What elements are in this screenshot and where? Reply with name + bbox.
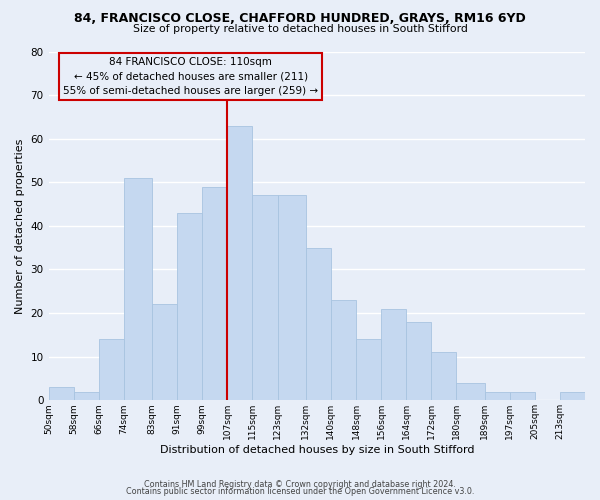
Bar [278,196,306,400]
Text: Contains HM Land Registry data © Crown copyright and database right 2024.: Contains HM Land Registry data © Crown c… [144,480,456,489]
Text: Contains public sector information licensed under the Open Government Licence v3: Contains public sector information licen… [126,487,474,496]
Text: 84 FRANCISCO CLOSE: 110sqm
← 45% of detached houses are smaller (211)
55% of sem: 84 FRANCISCO CLOSE: 110sqm ← 45% of deta… [63,56,318,96]
Bar [202,186,227,400]
Bar [124,178,152,400]
Bar [49,387,74,400]
Bar [99,340,124,400]
Bar [457,383,485,400]
Bar [177,213,202,400]
Bar [152,304,177,400]
Bar [510,392,535,400]
Bar [331,300,356,400]
Text: 84, FRANCISCO CLOSE, CHAFFORD HUNDRED, GRAYS, RM16 6YD: 84, FRANCISCO CLOSE, CHAFFORD HUNDRED, G… [74,12,526,26]
Bar [253,196,278,400]
Bar [74,392,99,400]
Y-axis label: Number of detached properties: Number of detached properties [15,138,25,314]
Bar [560,392,585,400]
Bar [356,340,381,400]
Bar [406,322,431,400]
X-axis label: Distribution of detached houses by size in South Stifford: Distribution of detached houses by size … [160,445,474,455]
Bar [431,352,457,401]
Bar [485,392,510,400]
Bar [381,308,406,400]
Bar [227,126,253,400]
Text: Size of property relative to detached houses in South Stifford: Size of property relative to detached ho… [133,24,467,34]
Bar [306,248,331,400]
